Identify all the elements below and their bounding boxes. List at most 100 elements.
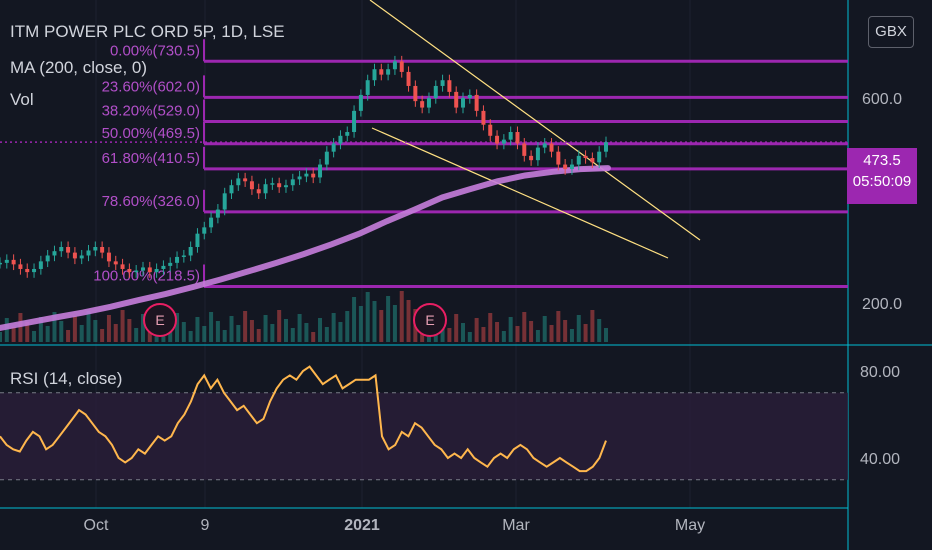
candle-body (297, 176, 302, 180)
earnings-marker-2[interactable]: E (413, 303, 447, 337)
candle-body (134, 270, 139, 273)
volume-bar (38, 317, 43, 342)
volume-bar (542, 316, 547, 342)
candle-body (495, 135, 500, 144)
volume-bar (556, 311, 561, 342)
volume-bar (488, 313, 493, 342)
volume-bar (447, 328, 452, 342)
volume-bars (0, 291, 608, 342)
volume-bar (454, 314, 459, 342)
candle-body (583, 155, 588, 159)
volume-bar (243, 311, 248, 342)
price-badge: 473.5 05:50:09 (847, 148, 917, 204)
volume-bar (563, 320, 568, 342)
volume-bar (113, 324, 118, 342)
rsi-tick-label: 80.00 (860, 364, 900, 381)
candle-body (338, 135, 343, 144)
volume-bar (352, 297, 357, 342)
candle-body (529, 155, 534, 161)
volume-bar (311, 332, 316, 342)
volume-bar (522, 312, 527, 342)
candle-body (467, 94, 472, 98)
candle-body (249, 181, 254, 190)
volume-bar (604, 328, 608, 342)
candle-body (175, 256, 180, 263)
candle-body (420, 101, 425, 108)
volume-bar (45, 326, 50, 342)
volume-bar (569, 329, 574, 342)
candle-body (202, 227, 207, 234)
candle-body (413, 85, 418, 102)
candle-body (535, 147, 540, 161)
currency-button[interactable]: GBX (868, 16, 914, 48)
volume-bar (372, 301, 377, 342)
volume-bar (597, 319, 602, 342)
upper-trend-line (369, 0, 701, 241)
time-tick-label: 2021 (344, 517, 380, 534)
candle-body (93, 247, 98, 251)
candle-body (563, 164, 568, 170)
time-tick-label: 9 (201, 517, 210, 534)
volume-bar (461, 323, 466, 342)
candle-body (331, 143, 336, 152)
candle-body (147, 267, 152, 273)
vol-legend[interactable]: Vol (10, 90, 34, 109)
volume-bar (100, 329, 105, 342)
volume-bar (508, 317, 513, 342)
candle-body (597, 151, 602, 163)
candle-body (508, 132, 513, 140)
candle-body (18, 264, 23, 269)
volume-bar (583, 324, 588, 342)
volume-bar (304, 323, 309, 342)
candle-body (461, 98, 466, 108)
volume-bar (181, 322, 186, 342)
volume-bar (11, 327, 16, 342)
candle-body (515, 132, 520, 144)
volume-bar (168, 327, 173, 342)
fib-label: 50.00%(469.5) (102, 125, 200, 142)
volume-bar (188, 331, 193, 342)
candle-body (113, 261, 118, 265)
volume-bar (86, 311, 91, 342)
candle-body (311, 173, 316, 178)
fib-label: 0.00%(730.5) (110, 42, 200, 59)
candle-body (392, 61, 397, 70)
candle-body (25, 268, 30, 273)
rsi-legend[interactable]: RSI (14, close) (10, 369, 123, 388)
candle-body (522, 143, 527, 156)
candle-body (86, 250, 91, 256)
volume-bar (406, 300, 411, 342)
candle-body (0, 262, 2, 265)
volume-bar (140, 314, 145, 342)
candle-body (590, 158, 595, 163)
candle-body (229, 185, 234, 194)
candle-body (318, 164, 323, 178)
candle-body (79, 255, 84, 259)
volume-bar (358, 306, 363, 342)
candle-body (209, 217, 214, 228)
volume-bar (134, 328, 139, 342)
rsi-tick-label: 40.00 (860, 451, 900, 468)
candle-body (66, 247, 71, 253)
candle-body (100, 247, 105, 253)
earnings-marker-1[interactable]: E (143, 303, 177, 337)
candle-body (365, 80, 370, 95)
volume-bar (25, 322, 30, 342)
volume-bar (297, 314, 302, 342)
candle-body (501, 139, 506, 144)
ma-legend[interactable]: MA (200, close, 0) (10, 58, 148, 77)
volume-bar (277, 310, 282, 342)
volume-bar (202, 326, 207, 342)
candle-body (222, 193, 227, 210)
volume-bar (215, 321, 220, 342)
volume-bar (127, 319, 132, 342)
volume-bar (79, 325, 84, 342)
candle-body (59, 247, 64, 252)
candle-body (324, 151, 329, 165)
volume-bar (576, 315, 581, 342)
candle-body (161, 265, 166, 269)
candle-body (52, 251, 57, 256)
bar-countdown-label: 05:50:09 (852, 173, 912, 190)
volume-bar (481, 327, 486, 342)
